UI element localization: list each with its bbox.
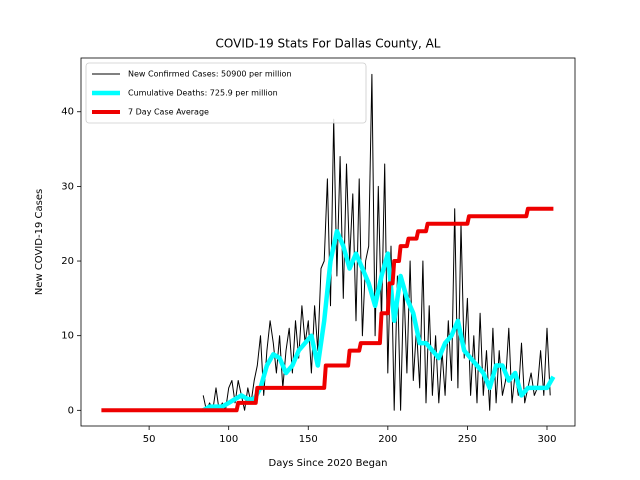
x-tick-label: 100 [219,434,238,445]
x-axis-label: Days Since 2020 Began [269,458,388,469]
y-tick-label: 10 [61,331,74,342]
series-line [202,73,551,411]
chart-title: COVID-19 Stats For Dallas County, AL [216,37,441,51]
y-axis-label: New COVID-19 Cases [34,189,45,295]
series-line [202,228,556,413]
x-tick-label: 300 [537,434,556,445]
x-tick-label: 50 [143,434,156,445]
x-tick-label: 200 [378,434,397,445]
y-tick-label: 0 [68,405,74,416]
x-tick-label: 150 [299,434,318,445]
legend-label: Cumulative Deaths: 725.9 per million [128,89,278,98]
y-tick-label: 30 [61,181,74,192]
y-tick-label: 40 [61,107,74,118]
x-tick-label: 250 [458,434,477,445]
y-tick-label: 20 [61,256,74,267]
series-line [101,206,554,413]
legend-label: New Confirmed Cases: 50900 per million [128,70,292,79]
plot-frame [80,57,576,427]
legend-box [85,62,367,124]
legend-label: 7 Day Case Average [128,108,209,117]
